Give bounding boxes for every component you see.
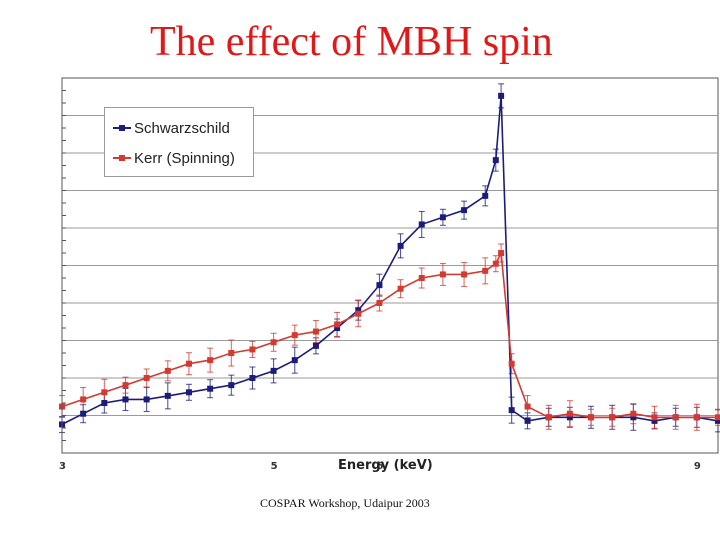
data-point-schwarzschild	[651, 417, 658, 424]
data-point-schwarzschild	[207, 385, 214, 392]
legend-label-schwarzschild: Schwarzschild	[134, 119, 230, 137]
data-point-schwarzschild	[508, 407, 515, 414]
data-point-kerr	[566, 410, 573, 417]
data-point-kerr	[588, 414, 595, 421]
footer-text: COSPAR Workshop, Udaipur 2003	[260, 496, 430, 510]
data-point-kerr	[715, 414, 720, 421]
data-point-kerr	[270, 339, 277, 346]
data-point-schwarzschild	[228, 382, 235, 389]
data-point-schwarzschild	[291, 357, 298, 364]
gridlines	[62, 77, 718, 454]
data-point-schwarzschild	[249, 375, 256, 381]
data-point-schwarzschild	[376, 282, 383, 289]
x-tick-label: 5	[270, 461, 278, 472]
data-point-schwarzschild	[524, 417, 531, 424]
data-point-kerr	[524, 403, 531, 410]
data-point-kerr	[355, 310, 362, 317]
x-tick-label: 9	[693, 461, 701, 472]
data-point-schwarzschild	[461, 207, 468, 214]
data-point-kerr	[80, 396, 87, 403]
data-point-kerr	[291, 332, 298, 339]
data-point-schwarzschild	[492, 157, 499, 164]
legend-item-kerr: Kerr (Spinning)	[113, 148, 235, 168]
data-point-schwarzschild	[397, 242, 404, 249]
data-point-kerr	[461, 271, 468, 278]
data-point-kerr	[508, 360, 515, 367]
data-point-schwarzschild	[355, 307, 362, 314]
data-point-schwarzschild	[312, 342, 319, 349]
x-tick-label: 6	[376, 461, 384, 472]
data-point-schwarzschild	[439, 214, 446, 221]
data-point-schwarzschild	[270, 367, 277, 374]
data-point-kerr	[545, 414, 552, 421]
series-line-kerr	[61, 250, 718, 419]
legend-swatch-schwarzschild	[113, 125, 131, 131]
series-lines	[61, 95, 719, 426]
data-point-schwarzschild	[164, 392, 171, 399]
data-point-schwarzschild	[418, 221, 425, 228]
data-point-schwarzschild	[185, 389, 192, 396]
data-point-kerr	[122, 382, 129, 389]
data-point-kerr	[101, 389, 108, 396]
data-point-kerr	[651, 414, 658, 421]
data-point-kerr	[672, 414, 679, 421]
data-point-kerr	[334, 321, 341, 328]
data-point-kerr	[609, 414, 616, 421]
data-point-kerr	[439, 271, 446, 278]
data-point-schwarzschild	[334, 325, 341, 331]
data-point-schwarzschild	[498, 92, 505, 99]
data-point-schwarzschild	[80, 410, 87, 417]
legend-label-kerr: Kerr (Spinning)	[134, 149, 235, 167]
legend-item-schwarzschild: Schwarzschild	[113, 118, 230, 138]
x-axis-label: Energy (keV)	[338, 458, 433, 473]
x-tick-label: 3	[59, 461, 66, 472]
data-point-kerr	[492, 260, 499, 267]
data-point-schwarzschild	[482, 192, 489, 199]
data-point-kerr	[418, 275, 425, 281]
data-point-kerr	[693, 414, 700, 421]
legend: Schwarzschild Kerr (Spinning)	[104, 107, 254, 177]
slide-title: The effect of MBH spin	[150, 19, 553, 65]
data-point-schwarzschild	[143, 396, 150, 403]
data-point-schwarzschild	[101, 400, 108, 406]
data-point-kerr	[482, 267, 489, 274]
data-point-kerr	[164, 367, 171, 374]
data-point-schwarzschild	[566, 414, 573, 421]
data-point-kerr	[207, 357, 214, 364]
data-point-kerr	[312, 328, 319, 335]
data-point-kerr	[143, 375, 150, 381]
data-point-kerr	[249, 346, 256, 353]
data-point-kerr	[498, 250, 505, 256]
data-points	[59, 92, 720, 428]
data-point-kerr	[397, 285, 404, 292]
data-point-schwarzschild	[630, 414, 637, 421]
legend-swatch-kerr	[113, 155, 131, 161]
data-point-schwarzschild	[715, 417, 720, 424]
data-point-kerr	[376, 300, 383, 306]
data-point-kerr	[185, 360, 192, 367]
data-point-kerr	[228, 350, 235, 356]
data-point-schwarzschild	[122, 396, 129, 403]
data-point-kerr	[630, 410, 637, 417]
